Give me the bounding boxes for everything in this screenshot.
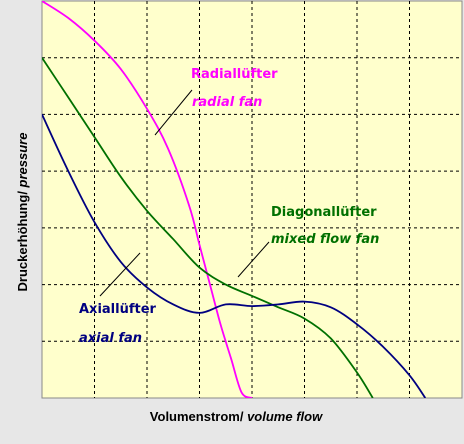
axial-fan-curve: [42, 114, 427, 398]
mixed-leader-line: [237, 241, 270, 278]
radial-label-en: radial fan: [192, 95, 262, 110]
axial-label: Axiallüfter: [79, 302, 157, 317]
radial-label: Radiallüfter: [191, 67, 278, 82]
radial-fan-curve: [42, 1, 253, 398]
y-axis-title: Druckerhöhung/ pressure: [15, 133, 30, 292]
radial-leader-line: [154, 89, 193, 136]
mixed-label: Diagonallüfter: [271, 205, 377, 220]
x-axis-title: Volumenstrom/ volume flow: [150, 409, 323, 424]
axial-leader-line: [99, 252, 141, 297]
series-layer: [42, 1, 427, 398]
mixed-label-en: mixed flow fan: [271, 232, 379, 247]
grid: [42, 1, 462, 398]
axial-label-en: axial fan: [79, 331, 142, 346]
mixed-flow-fan-curve: [42, 57, 374, 398]
